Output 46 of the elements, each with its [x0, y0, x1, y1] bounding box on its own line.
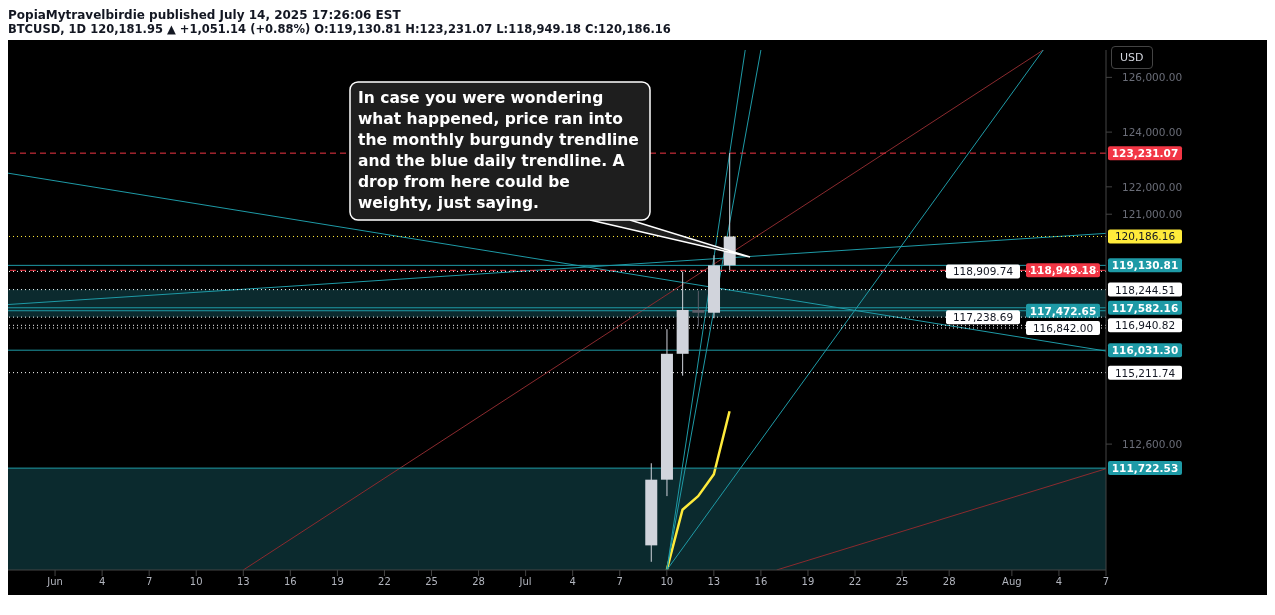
y-tick-label: 112,600.00	[1122, 437, 1183, 450]
x-tick-label: 4	[1055, 576, 1063, 588]
y-axis-title: USD	[1111, 46, 1153, 69]
y-tick-label: 124,000.00	[1122, 125, 1183, 138]
ref-line-label: 116,842.00	[1032, 322, 1094, 335]
chart-title: PopiaMytravelbirdie published July 14, 2025 17:26:06 EST	[8, 8, 402, 22]
ref-line-label: 116,031.30	[1111, 344, 1179, 357]
ref-line-label: 118,244.51	[1114, 283, 1176, 296]
ref-line-label: 120,186.16	[1114, 230, 1176, 243]
ref-line-label: 118,949.18	[1029, 264, 1097, 277]
x-tick-label: 16	[283, 576, 297, 588]
ref-line-label: 118,909.74	[952, 265, 1014, 278]
x-tick-label: Jul	[518, 576, 532, 588]
x-tick-label: 22	[378, 576, 391, 588]
y-tick-label: 121,000.00	[1122, 207, 1183, 220]
x-tick-label: 19	[331, 576, 344, 588]
ref-line-label: 111,722.53	[1111, 462, 1179, 475]
ref-line-label: 115,211.74	[1114, 366, 1176, 379]
x-tick-label: 7	[145, 576, 153, 588]
ref-line-label: 117,582.16	[1111, 301, 1179, 314]
x-tick-label: 22	[848, 576, 862, 588]
x-tick-label: 10	[660, 576, 674, 588]
x-tick-label: 19	[801, 576, 815, 588]
ref-line-label: 119,130.81	[1111, 259, 1179, 272]
chart-subtitle: BTCUSD, 1D 120,181.95 ▲ +1,051.14 (+0.88%) O:119,130.81 H:123,231.07 L:118,949.18 C:120,186.16	[8, 22, 672, 36]
x-tick-label: 13	[236, 576, 250, 588]
x-tick-label: 16	[754, 576, 768, 588]
x-tick-label: 4	[98, 576, 106, 588]
y-tick-label: 122,000.00	[1122, 180, 1183, 193]
ref-line-label: 116,940.82	[1114, 319, 1176, 332]
annotation: In case you were wondering what happened, price ran into the monthly burgundy trendline and the blue daily trendline. A drop from here could be weighty, just saying.	[358, 88, 640, 214]
x-tick-label: 7	[616, 576, 623, 588]
x-tick-label: 10	[189, 576, 203, 588]
x-tick-label: Aug	[1002, 576, 1022, 588]
x-tick-label: 7	[1102, 576, 1110, 588]
x-tick-label: Jun	[46, 576, 63, 588]
x-tick-label: 25	[425, 576, 438, 588]
ref-line-label: 123,231.07	[1111, 147, 1179, 160]
ref-line-label: 117,472.65	[1029, 304, 1097, 317]
x-tick-label: 28	[942, 576, 956, 588]
x-tick-label: 25	[895, 576, 909, 588]
x-tick-label: 28	[472, 576, 485, 588]
ref-line-label: 117,238.69	[952, 311, 1014, 324]
x-tick-label: 13	[707, 576, 721, 588]
y-tick-label: 126,000.00	[1122, 71, 1183, 84]
x-tick-label: 4	[569, 576, 576, 588]
